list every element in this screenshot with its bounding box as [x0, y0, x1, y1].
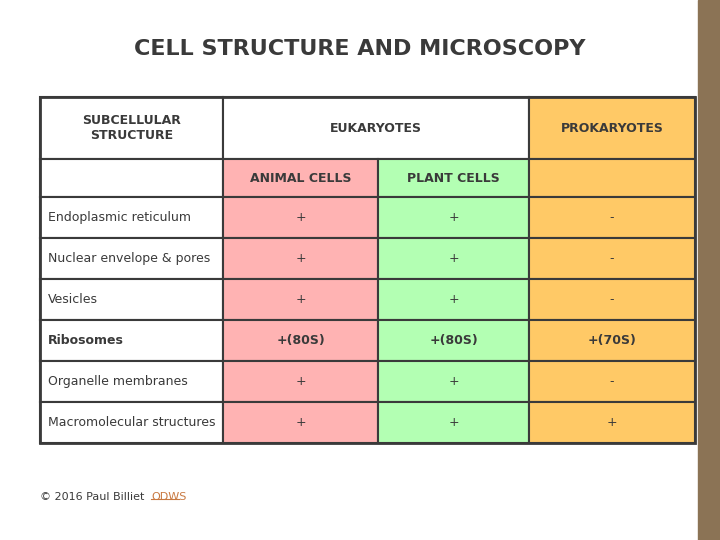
Text: +: +	[449, 416, 459, 429]
Bar	[378, 320, 529, 361]
Text: +(80S): +(80S)	[429, 334, 478, 347]
Bar	[529, 279, 695, 320]
Text: +: +	[449, 252, 459, 265]
Text: -: -	[610, 293, 614, 306]
Bar	[223, 279, 378, 320]
Bar	[378, 238, 529, 279]
Text: -: -	[610, 211, 614, 224]
Text: Nuclear envelope & pores: Nuclear envelope & pores	[48, 252, 210, 265]
Text: +: +	[295, 416, 306, 429]
Bar	[529, 361, 695, 402]
Bar	[529, 97, 695, 159]
Text: +(80S): +(80S)	[276, 334, 325, 347]
Text: © 2016 Paul Billiet: © 2016 Paul Billiet	[40, 492, 148, 502]
Text: +: +	[449, 375, 459, 388]
Bar	[40, 320, 223, 361]
Text: +: +	[295, 375, 306, 388]
Text: Ribosomes: Ribosomes	[48, 334, 124, 347]
Bar	[40, 197, 223, 238]
Text: -: -	[610, 375, 614, 388]
Text: SUBCELLULAR
STRUCTURE: SUBCELLULAR STRUCTURE	[82, 114, 181, 142]
Text: +(70S): +(70S)	[588, 334, 636, 347]
Bar	[40, 279, 223, 320]
Bar	[40, 159, 223, 197]
Bar	[378, 197, 529, 238]
Text: -: -	[610, 252, 614, 265]
Bar	[223, 402, 378, 443]
Bar	[378, 159, 529, 197]
Bar	[529, 159, 695, 197]
Bar	[529, 197, 695, 238]
Text: +: +	[295, 252, 306, 265]
Bar	[40, 402, 223, 443]
Bar	[223, 320, 378, 361]
Bar	[698, 0, 720, 540]
Bar	[223, 197, 378, 238]
Bar	[223, 361, 378, 402]
Bar	[40, 238, 223, 279]
Text: PLANT CELLS: PLANT CELLS	[408, 172, 500, 185]
Text: Macromolecular structures: Macromolecular structures	[48, 416, 216, 429]
Bar	[378, 279, 529, 320]
Bar	[40, 361, 223, 402]
Text: Endoplasmic reticulum: Endoplasmic reticulum	[48, 211, 192, 224]
Text: CELL STRUCTURE AND MICROSCOPY: CELL STRUCTURE AND MICROSCOPY	[134, 38, 586, 59]
Text: Vesicles: Vesicles	[48, 293, 98, 306]
Bar	[529, 320, 695, 361]
Text: PROKARYOTES: PROKARYOTES	[561, 122, 663, 135]
Bar	[529, 402, 695, 443]
Text: ANIMAL CELLS: ANIMAL CELLS	[250, 172, 351, 185]
Text: +: +	[295, 211, 306, 224]
Text: ODWS: ODWS	[151, 492, 186, 502]
Bar	[378, 361, 529, 402]
Bar	[40, 97, 223, 159]
Bar	[529, 238, 695, 279]
Bar	[223, 97, 529, 159]
Bar	[223, 159, 378, 197]
Text: Organelle membranes: Organelle membranes	[48, 375, 188, 388]
Text: +: +	[449, 293, 459, 306]
Bar	[40, 97, 695, 443]
Text: EUKARYOTES: EUKARYOTES	[330, 122, 422, 135]
Text: +: +	[295, 293, 306, 306]
Text: +: +	[607, 416, 617, 429]
Bar	[223, 238, 378, 279]
Text: +: +	[449, 211, 459, 224]
Bar	[378, 402, 529, 443]
